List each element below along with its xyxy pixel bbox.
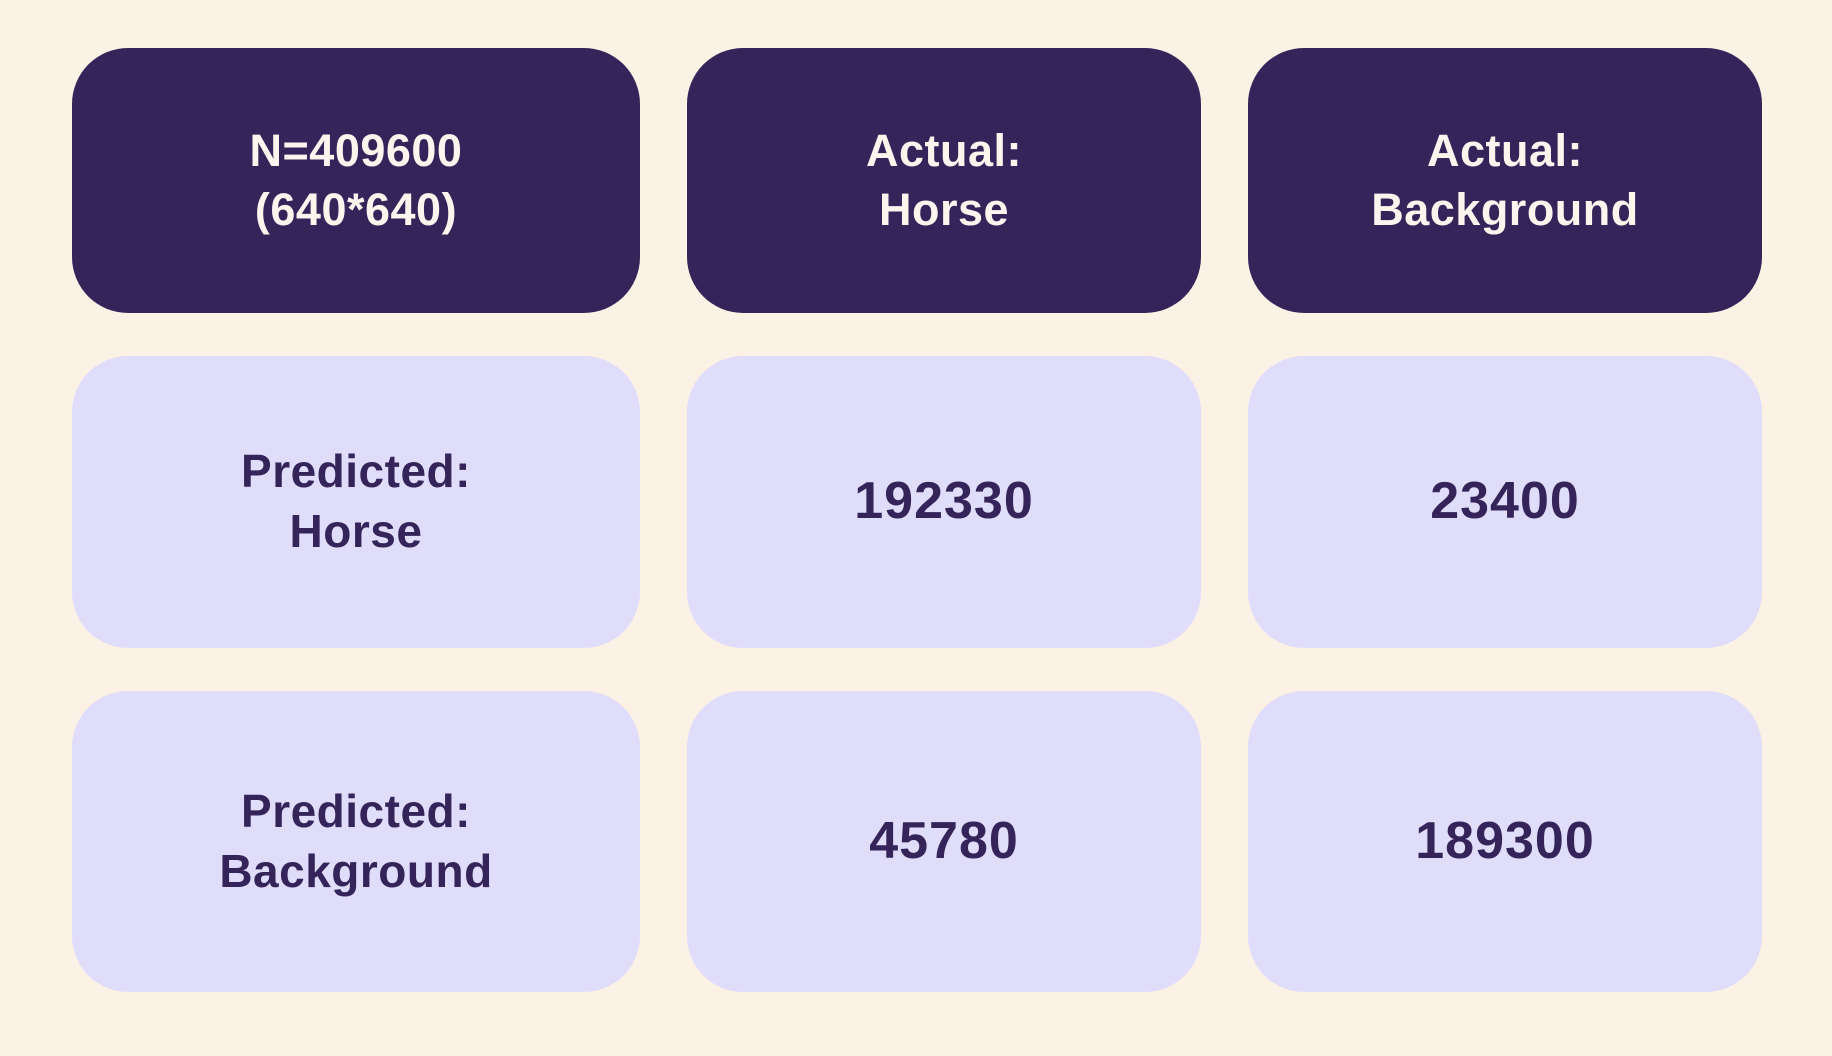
cell-predicted-background-actual-background: 189300 — [1248, 691, 1762, 992]
col-header-actual-horse: Actual: Horse — [687, 48, 1201, 313]
confusion-matrix: N=409600 (640*640) Actual: Horse Actual:… — [72, 48, 1762, 992]
row-header-predicted-background: Predicted: Background — [72, 691, 640, 992]
row-header-predicted-horse: Predicted: Horse — [72, 356, 640, 648]
cell-predicted-horse-actual-background: 23400 — [1248, 356, 1762, 648]
col-header-actual-background: Actual: Background — [1248, 48, 1762, 313]
cell-predicted-background-actual-horse: 45780 — [687, 691, 1201, 992]
cell-predicted-horse-actual-horse: 192330 — [687, 356, 1201, 648]
total-samples-cell: N=409600 (640*640) — [72, 48, 640, 313]
